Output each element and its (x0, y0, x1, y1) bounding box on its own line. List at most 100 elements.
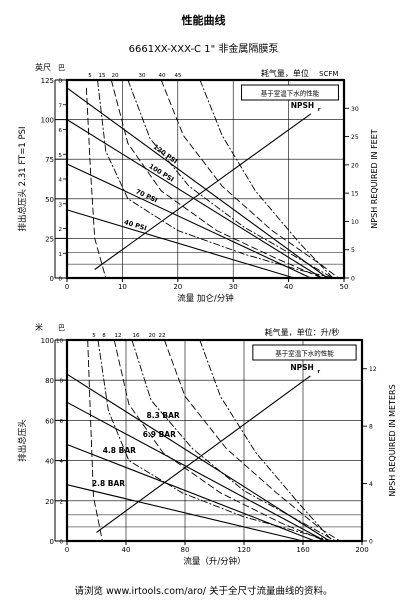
english-xtick-label: 40 (284, 283, 293, 291)
metric-xtick-label: 40 (122, 546, 131, 554)
metric-air-tick-label: 16 (133, 333, 140, 339)
metric-legend-text: 基于室温下水的性能 (275, 349, 334, 358)
english-npsh-tick-label: 30 (351, 106, 359, 113)
english-air-tick-label: 5 (88, 73, 92, 79)
english-bar-tick-label: 4 (59, 178, 63, 184)
english-pressure-line (66, 119, 323, 279)
english-bar-tick-label: 5 (59, 153, 63, 159)
english-npsh-tick-label: 10 (351, 219, 359, 226)
english-air-curve (160, 79, 339, 279)
metric-ytick-label: 60 (45, 417, 54, 425)
english-bar-tick-label: 3 (59, 202, 63, 208)
english-pressure-line (66, 209, 295, 279)
english-pressure-label: 70 PSI (134, 187, 158, 204)
metric-plot-frame (65, 338, 364, 543)
metric-air-tick-label: 5 (92, 333, 96, 339)
english-pressure-label: 120 PSI (152, 143, 179, 166)
english-air-label: 耗气量，单位 (261, 68, 309, 78)
metric-xtick-label: 80 (181, 546, 190, 554)
english-xtick-label: 50 (340, 283, 349, 291)
metric-xlabel: 流量（升/分钟） (183, 556, 245, 567)
metric-ylabel: 排出总压头 (17, 419, 28, 462)
metric-legend-box (252, 344, 357, 361)
english-ytick-label: 100 (41, 117, 54, 125)
english-air-curve (110, 79, 322, 279)
metric-ytick-label: 0 (50, 538, 54, 546)
english-bar-tick-label: 1 (59, 252, 63, 258)
english-npsh-tick-label: 25 (351, 134, 359, 141)
english-pressure-line (66, 87, 328, 279)
english-ylabel-right: NPSH REQUIRED IN FEET (370, 129, 379, 228)
metric-npsh-sub: r (317, 369, 320, 375)
english-ytick-label: 125 (41, 77, 54, 85)
english-air-tick-label: 20 (112, 73, 119, 79)
english-npsh-curve (94, 113, 312, 270)
english-pressure-line (66, 163, 312, 279)
metric-air-tick-label: 12 (115, 333, 122, 339)
metric-ylabel-right: NPSH REQUIRED IN METERS (388, 384, 397, 496)
english-bar-tick-label: 7 (59, 103, 63, 109)
english-xtick-label: 30 (229, 283, 238, 291)
english-pressure-label: 100 PSI (147, 162, 175, 183)
metric-bar-tick-label: 8 (60, 379, 64, 385)
english-ytick-label: 50 (45, 196, 54, 204)
english-air-curve (85, 87, 107, 279)
metric-pressure-label: 8.3 BAR (147, 411, 180, 420)
english-npsh-tick-label: 20 (351, 162, 359, 169)
english-air-tick-label: 15 (99, 73, 106, 79)
metric-unit-label-top: 米 (35, 322, 43, 332)
english-bar-tick-label: 6 (59, 128, 63, 134)
metric-air-curve (87, 339, 103, 542)
metric-xtick-label: 200 (355, 546, 368, 554)
english-npsh-sub: r (318, 107, 321, 113)
metric-air-curve (97, 339, 333, 542)
english-npsh-label: NPSH (291, 101, 314, 110)
metric-air-tick-label: 20 (149, 333, 156, 339)
metric-bar-tick-label: 4 (60, 459, 64, 465)
metric-air-curve (113, 339, 326, 542)
metric-air-tick-label: 22 (159, 333, 166, 339)
english-air-tick-label: 30 (139, 73, 146, 79)
footer-note: 请浏览 www.irtools.com/aro/ 关于全尺寸流量曲线的资料。 (74, 586, 333, 597)
metric-air-tick-label: 8 (102, 333, 106, 339)
english-bar-tick-label: 2 (59, 227, 63, 233)
metric-bar-tick-label: 6 (60, 419, 64, 425)
metric-npsh-curve (96, 375, 311, 533)
english-npsh-tick-label: 5 (351, 247, 355, 254)
metric-bar-tick-label: 0 (60, 540, 64, 546)
english-air-curve (97, 79, 334, 279)
page-subtitle: 6661XX-XXX-C 1" 非金属隔膜泵 (128, 44, 279, 55)
metric-pressure-label: 6.9 BAR (143, 430, 176, 439)
metric-xtick-label: 120 (237, 546, 250, 554)
metric-pressure-line (66, 443, 315, 542)
metric-ytick-label: 100 (41, 337, 54, 345)
metric-bar-tick-label: 2 (60, 499, 64, 505)
metric-bar-tick-label: 10 (56, 339, 63, 345)
metric-xtick-label: 160 (296, 546, 309, 554)
english-bar-tick-label: 0 (59, 277, 63, 283)
metric-npsh-tick-label: 4 (369, 481, 373, 488)
metric-npsh-tick-label: 0 (369, 539, 373, 546)
page-title: 性能曲线 (181, 14, 226, 27)
metric-unit-label-top-2: 巴 (58, 324, 65, 332)
metric-xtick-label: 0 (65, 546, 69, 554)
english-npsh-tick-label: 0 (351, 276, 355, 283)
english-unit-label-top: 英尺 (35, 62, 51, 72)
english-unit-label-top-2: 巴 (58, 64, 65, 72)
metric-air-curve (199, 339, 333, 542)
english-ytick-label: 25 (45, 235, 54, 243)
english-xtick-label: 20 (173, 283, 182, 291)
metric-npsh-tick-label: 12 (369, 366, 377, 373)
metric-pressure-label: 2.8 BAR (92, 479, 125, 488)
metric-ytick-label: 20 (45, 498, 54, 506)
metric-npsh-tick-label: 8 (369, 424, 373, 431)
english-air-tick-label: 45 (175, 73, 182, 79)
english-xlabel: 流量 加仑/分钟 (177, 293, 234, 304)
english-npsh-tick-label: 15 (351, 191, 359, 198)
english-legend-box (241, 84, 339, 101)
metric-pressure-line (66, 401, 326, 542)
english-air-tick-label: 40 (159, 73, 166, 79)
english-ylabel: 排出总压头 2.31 FT=1 PSI (17, 126, 28, 231)
english-air-unit: SCFM (319, 70, 338, 78)
